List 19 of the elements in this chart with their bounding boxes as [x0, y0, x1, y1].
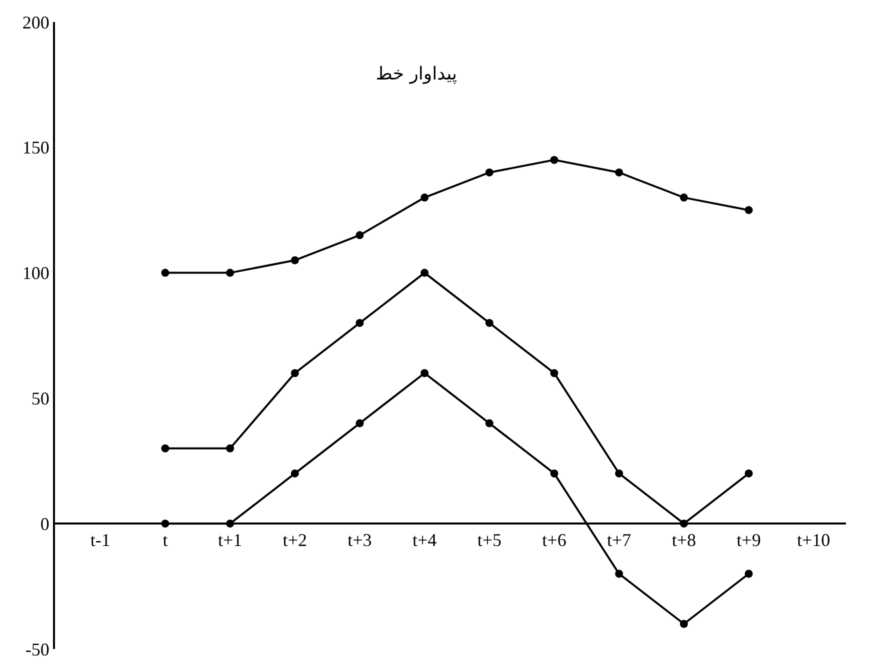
x-tick-label: t+8: [672, 530, 696, 550]
y-tick-label: 200: [22, 12, 50, 32]
x-tick-label: t: [162, 530, 168, 550]
y-tick-label: -50: [25, 639, 50, 660]
x-tick-label: t+1: [218, 530, 242, 550]
x-tick-label: t+4: [412, 530, 437, 550]
y-tick-label: 0: [40, 514, 50, 534]
x-tick-label: t+2: [282, 530, 307, 550]
x-tick-label: t-1: [90, 530, 110, 550]
x-tick-label: t+6: [542, 530, 566, 550]
x-tick-label: t+9: [736, 530, 761, 550]
text: پیداوار خط: [376, 64, 458, 85]
y-tick-label: 100: [22, 263, 50, 284]
x-tick-label: t+5: [477, 530, 502, 550]
x-tick-label: t+10: [797, 530, 830, 550]
x-tick-label: t+7: [606, 530, 632, 550]
x-tick-label: t+3: [348, 530, 372, 550]
y-tick-label: 150: [22, 138, 50, 158]
y-tick-label: 50: [31, 388, 50, 408]
